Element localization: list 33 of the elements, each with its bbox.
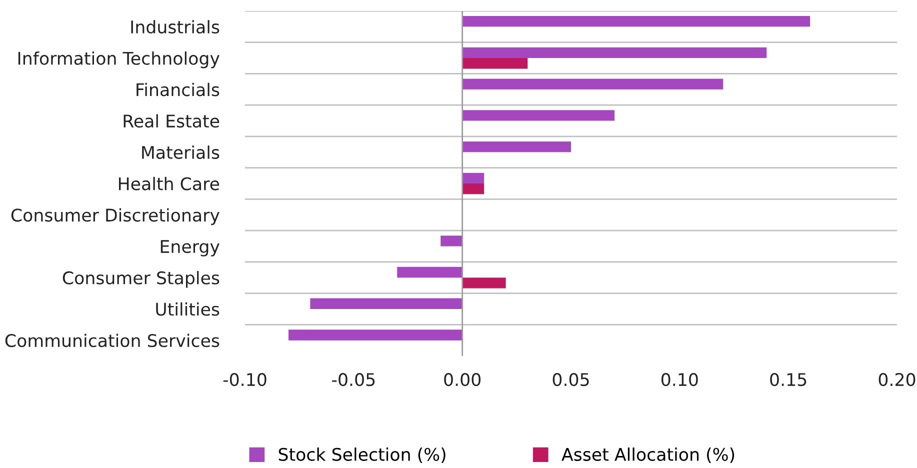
bar: [462, 278, 506, 288]
bar: [462, 141, 571, 152]
bar: [462, 78, 724, 90]
bar: [440, 236, 462, 246]
x-tick-label: 0.15: [770, 372, 806, 386]
bar: [462, 58, 528, 69]
y-tick-label: Real Estate: [124, 114, 220, 128]
legend-label: Asset Allocation (%): [562, 448, 734, 464]
y-tick-label: Utilities: [156, 302, 220, 316]
x-tick-label: 0.05: [552, 372, 589, 386]
y-tick-label: Communication Services: [5, 334, 220, 348]
legend-label: Stock Selection (%): [278, 448, 446, 464]
y-tick-label: Consumer Discretionary: [11, 208, 220, 226]
x-tick-label: -0.05: [332, 372, 375, 386]
y-tick-label: Materials: [142, 146, 220, 159]
x-tick-label: 0.10: [661, 372, 698, 386]
y-tick-label: Information Technology: [18, 51, 220, 68]
bar: [462, 184, 484, 194]
y-tick-label: Industrials: [131, 20, 220, 34]
y-tick-label: Financials: [136, 82, 220, 96]
bar: [462, 47, 767, 58]
bar: [462, 110, 614, 121]
bar: [462, 16, 810, 27]
x-tick-label: 0.00: [444, 372, 481, 386]
y-tick-label: Health Care: [118, 176, 220, 190]
x-tick-label: 0.20: [878, 372, 916, 386]
bar: [397, 266, 462, 278]
bar: [310, 298, 462, 309]
y-tick-label: Energy: [160, 240, 220, 256]
bar: [462, 172, 484, 184]
x-tick-label: -0.10: [223, 372, 266, 386]
y-tick-label: Consumer Staples: [62, 270, 220, 288]
bar: [288, 330, 462, 340]
